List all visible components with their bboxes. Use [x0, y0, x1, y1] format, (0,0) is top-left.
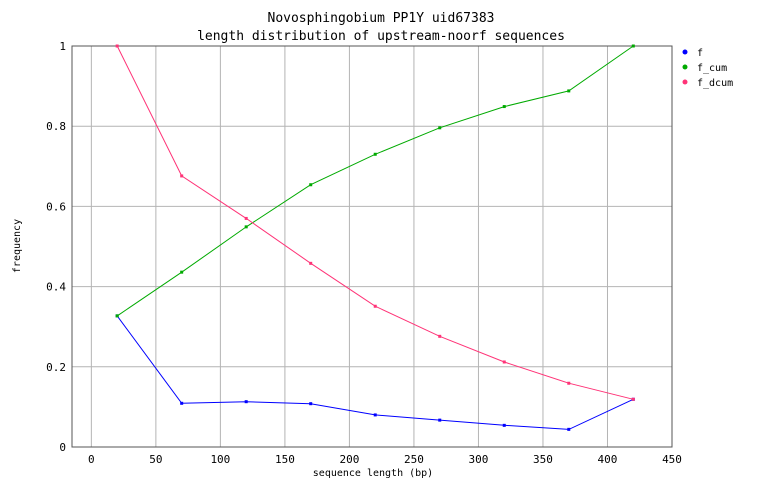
- data-point-f: [373, 413, 377, 417]
- y-tick-label: 0.8: [46, 120, 66, 133]
- data-point-f_dcum: [244, 216, 248, 220]
- data-point-f_cum: [180, 270, 184, 274]
- data-point-f: [567, 427, 571, 431]
- data-point-f_dcum: [115, 44, 119, 48]
- data-point-f_cum: [438, 126, 442, 130]
- y-tick-label: 0.2: [46, 361, 66, 374]
- y-tick-label: 1: [59, 40, 66, 53]
- data-point-f_cum: [567, 89, 571, 93]
- legend-label-f_cum: f_cum: [697, 63, 727, 74]
- plot-frame: [71, 45, 673, 448]
- data-point-f_cum: [373, 152, 377, 156]
- data-point-f_cum: [502, 105, 506, 109]
- data-point-f_dcum: [631, 397, 635, 401]
- x-tick-label: 350: [533, 453, 553, 466]
- y-tick-label: 0.4: [46, 281, 66, 294]
- data-point-f_cum: [115, 314, 119, 318]
- data-point-f_cum: [309, 183, 313, 187]
- legend-marker-f_cum: [682, 64, 688, 70]
- data-point-f_cum: [631, 44, 635, 48]
- y-axis-label: frequency: [12, 219, 23, 273]
- x-tick-label: 400: [598, 453, 618, 466]
- data-point-f_dcum: [373, 304, 377, 308]
- data-point-f: [309, 402, 313, 406]
- x-tick-label: 100: [210, 453, 230, 466]
- data-point-f_dcum: [567, 381, 571, 385]
- x-tick-label: 0: [88, 453, 95, 466]
- data-point-f_dcum: [502, 360, 506, 364]
- series-lines: [115, 44, 635, 431]
- legend-label-f: f: [697, 48, 703, 59]
- data-point-f_dcum: [438, 334, 442, 338]
- x-axis-label: sequence length (bp): [313, 468, 433, 479]
- data-point-f: [502, 423, 506, 427]
- chart-title: Novosphingobium PP1Y uid67383: [268, 11, 495, 26]
- data-point-f: [244, 400, 248, 404]
- data-point-f_dcum: [309, 261, 313, 265]
- x-tick-label: 150: [275, 453, 295, 466]
- x-tick-label: 250: [404, 453, 424, 466]
- axis-ticks: 0 50 100 150 200 250 300 350 400 450 0 0.2 0.4 0.6 0.8…: [46, 40, 682, 466]
- chart-subtitle: length distribution of upstream-noorf se…: [197, 29, 565, 44]
- x-tick-label: 300: [469, 453, 489, 466]
- data-point-f: [180, 401, 184, 405]
- data-point-f_cum: [244, 225, 248, 229]
- x-tick-label: 200: [339, 453, 359, 466]
- legend: f f_cum f_dcum: [682, 48, 733, 89]
- data-point-f_dcum: [180, 174, 184, 178]
- x-tick-label: 450: [662, 453, 682, 466]
- legend-marker-f_dcum: [682, 79, 688, 85]
- legend-marker-f: [682, 49, 688, 55]
- x-tick-label: 50: [149, 453, 162, 466]
- y-tick-label: 0: [59, 441, 66, 454]
- legend-label-f_dcum: f_dcum: [697, 78, 733, 89]
- data-point-f: [438, 418, 442, 422]
- y-tick-label: 0.6: [46, 200, 66, 213]
